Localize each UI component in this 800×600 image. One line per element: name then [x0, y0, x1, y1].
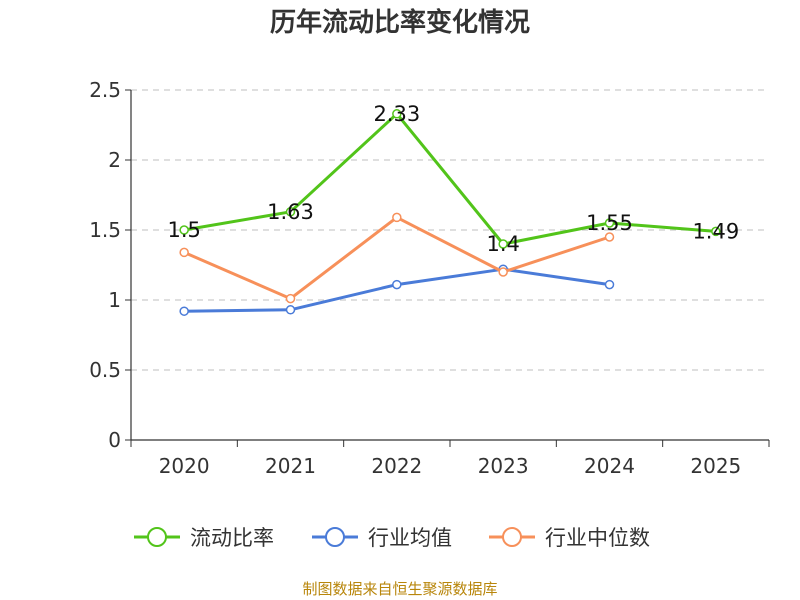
y-tick-label: 1	[108, 288, 121, 312]
data-label: 1.49	[692, 219, 739, 243]
data-label: 1.5	[167, 218, 200, 242]
chart-title: 历年流动比率变化情况	[269, 8, 530, 38]
axes: 0 0.5 1 1.5 2 2.5 2020 2021 2022 2023 2024 2025	[89, 78, 770, 478]
y-tick-label: 2	[108, 148, 121, 172]
legend-marker	[147, 527, 167, 547]
y-tick-label: 0.5	[89, 358, 121, 382]
x-tick-label: 2020	[159, 454, 210, 478]
data-point	[285, 305, 296, 315]
x-tick-label: 2024	[584, 454, 635, 478]
y-tick-label: 0	[108, 428, 121, 452]
legend-label: 行业中位数	[545, 526, 650, 550]
x-tick-label: 2025	[690, 454, 741, 478]
data-label: 2.33	[373, 102, 420, 126]
series-lines	[179, 109, 721, 316]
legend: 流动比率 行业均值 行业中位数	[134, 526, 650, 550]
x-tick-label: 2022	[371, 454, 422, 478]
legend-marker	[502, 527, 522, 547]
x-tick-label: 2021	[265, 454, 316, 478]
data-label: 1.63	[267, 200, 314, 224]
gridlines	[131, 89, 769, 371]
data-point	[179, 247, 189, 258]
data-point	[392, 279, 402, 290]
data-point	[604, 279, 615, 290]
data-label: 1.55	[586, 211, 633, 235]
y-tick-label: 1.5	[89, 218, 121, 242]
data-label: 1.4	[486, 232, 519, 256]
x-tick-label: 2023	[478, 454, 529, 478]
data-point	[604, 218, 615, 228]
data-point	[498, 267, 508, 277]
data-point	[498, 239, 508, 249]
series-line	[184, 267, 610, 313]
series-line	[183, 112, 716, 246]
data-point	[711, 226, 721, 237]
legend-marker	[325, 527, 345, 547]
data-point	[392, 109, 402, 119]
source-note: 制图数据来自恒生聚源数据库	[302, 580, 498, 598]
legend-label: 行业均值	[368, 526, 452, 550]
data-labels: 1.5 1.63 2.33 1.4 1.55 1.49	[167, 102, 739, 256]
legend-label: 流动比率	[190, 526, 274, 550]
data-point	[392, 212, 402, 223]
data-point	[604, 232, 615, 242]
data-point	[285, 293, 296, 304]
data-point	[285, 207, 296, 217]
data-point	[179, 306, 189, 316]
data-point	[179, 225, 189, 235]
y-tick-label: 2.5	[89, 78, 121, 102]
